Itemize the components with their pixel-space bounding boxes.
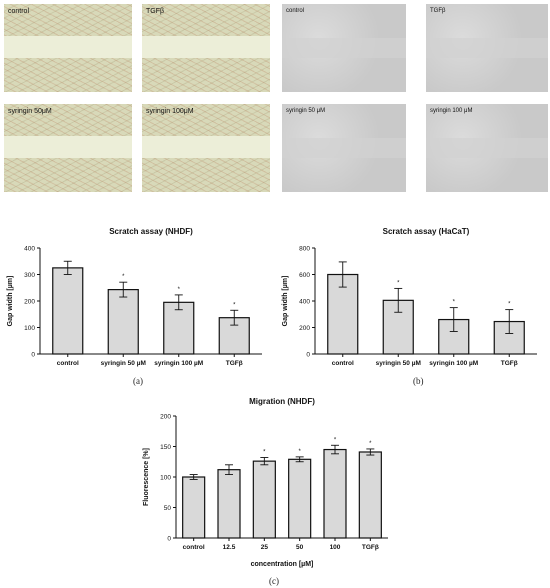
y-tick-label: 200: [24, 299, 35, 306]
micrograph-label: syringin 100 μM: [430, 108, 473, 114]
bar: [52, 267, 84, 355]
significance-marker: *: [178, 287, 181, 293]
x-tick-label: 25: [261, 544, 269, 551]
x-tick-label: control: [57, 360, 79, 367]
micrograph-label: TGFβ: [146, 8, 165, 15]
significance-marker: *: [298, 449, 301, 455]
micrograph-hacat-tgfb: TGFβ: [426, 4, 548, 92]
x-tick-label: TGFβ: [362, 544, 379, 551]
y-tick-label: 200: [299, 325, 310, 332]
micrograph-nhdf-control: control: [4, 4, 132, 92]
x-tick-label: TGFβ: [501, 360, 518, 367]
micrograph-nhdf-syringin-50: syringin 50μM: [4, 104, 132, 192]
bar: [252, 460, 276, 539]
y-tick-label: 150: [160, 444, 171, 451]
panel-label-c: (c): [269, 576, 279, 586]
y-tick-label: 100: [160, 475, 171, 482]
micrograph-nhdf-tgfb: TGFβ: [142, 4, 270, 92]
x-tick-label: control: [183, 544, 205, 551]
y-axis-label: Fluorescence [%]: [143, 448, 150, 506]
micrograph-label: syringin 100μM: [146, 108, 194, 115]
micrograph-hacat-control: control: [282, 4, 406, 92]
chart-title: Migration (NHDF): [249, 397, 315, 406]
micrograph-label: control: [286, 8, 305, 14]
y-tick-label: 400: [24, 246, 35, 253]
micrograph-hacat-syringin-100: syringin 100 μM: [426, 104, 548, 192]
x-tick-label: syringin 100 µM: [429, 360, 478, 367]
y-axis-label: Gap width [µm]: [7, 276, 14, 327]
micrograph-label: syringin 50μM: [8, 108, 52, 115]
x-tick-label: 12.5: [223, 544, 236, 551]
y-tick-label: 200: [160, 414, 171, 421]
micrograph-hacat-syringin-50: syringin 50 μM: [282, 104, 406, 192]
bar: [288, 458, 312, 539]
chart-title: Scratch assay (HaCaT): [383, 227, 470, 236]
micrograph-label: TGFβ: [430, 8, 446, 14]
x-tick-label: syringin 50 µM: [376, 360, 421, 367]
x-tick-label: TGFβ: [226, 360, 243, 367]
y-tick-label: 800: [299, 246, 310, 253]
significance-marker: *: [334, 437, 337, 443]
y-tick-label: 0: [31, 352, 35, 359]
bar: [358, 451, 382, 539]
bar: [163, 301, 195, 355]
significance-marker: *: [508, 302, 511, 308]
scratch-assay-nhdf-chart: Scratch assay (NHDF) Gap width [µm] 0 100 20…: [7, 227, 262, 367]
significance-marker: *: [122, 274, 125, 280]
micrograph-label: control: [8, 8, 30, 15]
bar: [327, 273, 359, 355]
x-tick-label: 50: [296, 544, 304, 551]
y-tick-label: 0: [306, 352, 310, 359]
scratch-assay-hacat-chart: Scratch assay (HaCaT) Gap width [µm] 0 200 4…: [282, 227, 537, 367]
y-tick-label: 50: [164, 505, 172, 512]
bar: [323, 448, 347, 539]
bar: [182, 476, 206, 539]
y-axis-label: Gap width [µm]: [282, 276, 289, 327]
panel-label-b: (b): [413, 376, 424, 386]
y-tick-label: 100: [24, 325, 35, 332]
panel-label-a: (a): [133, 376, 143, 386]
significance-marker: *: [397, 280, 400, 286]
significance-marker: *: [453, 300, 456, 306]
chart-title: Scratch assay (NHDF): [109, 227, 193, 236]
significance-marker: *: [233, 302, 236, 308]
x-tick-label: syringin 50 µM: [101, 360, 146, 367]
micrograph-nhdf-syringin-100: syringin 100μM: [142, 104, 270, 192]
x-tick-label: 100: [330, 544, 341, 551]
y-tick-label: 300: [24, 272, 35, 279]
significance-marker: *: [369, 441, 372, 447]
y-tick-label: 600: [299, 272, 310, 279]
x-tick-label: control: [332, 360, 354, 367]
bar: [217, 469, 241, 539]
x-axis-label: concentration [µM]: [251, 561, 314, 568]
significance-marker: *: [263, 449, 266, 455]
x-tick-label: syringin 100 µM: [154, 360, 203, 367]
migration-nhdf-chart: Migration (NHDF) Fluorescence [%] 0 50 100 15…: [143, 397, 388, 568]
y-tick-label: 0: [167, 536, 171, 543]
y-tick-label: 400: [299, 299, 310, 306]
micrograph-label: syringin 50 μM: [286, 108, 326, 114]
bar: [107, 289, 139, 355]
